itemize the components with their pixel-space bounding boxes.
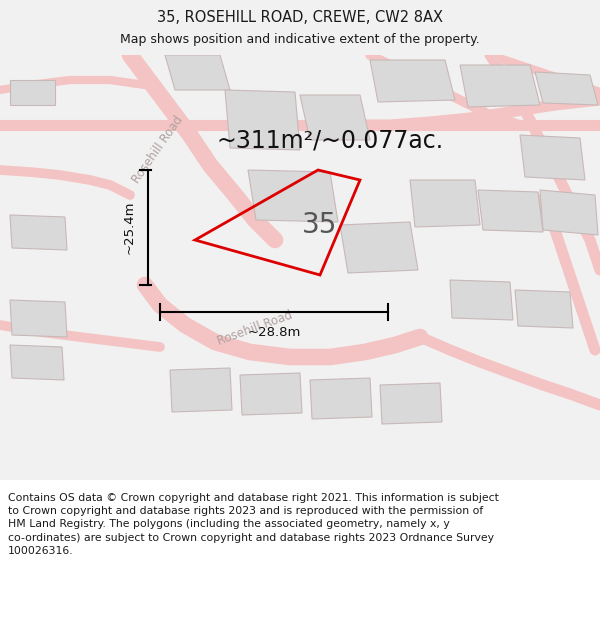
Polygon shape: [165, 55, 230, 90]
Polygon shape: [310, 378, 372, 419]
Polygon shape: [300, 95, 370, 140]
Text: 35, ROSEHILL ROAD, CREWE, CW2 8AX: 35, ROSEHILL ROAD, CREWE, CW2 8AX: [157, 9, 443, 24]
Polygon shape: [225, 90, 300, 150]
Text: Map shows position and indicative extent of the property.: Map shows position and indicative extent…: [120, 32, 480, 46]
Polygon shape: [248, 170, 338, 222]
Polygon shape: [478, 190, 543, 232]
Polygon shape: [535, 72, 598, 105]
Polygon shape: [10, 80, 55, 105]
Polygon shape: [515, 290, 573, 328]
Polygon shape: [10, 300, 67, 337]
Polygon shape: [370, 60, 455, 102]
Polygon shape: [540, 190, 598, 235]
Text: ~311m²/~0.077ac.: ~311m²/~0.077ac.: [217, 128, 443, 152]
Polygon shape: [450, 280, 513, 320]
Polygon shape: [170, 368, 232, 412]
Text: ~28.8m: ~28.8m: [247, 326, 301, 339]
Polygon shape: [460, 65, 540, 107]
Text: Contains OS data © Crown copyright and database right 2021. This information is : Contains OS data © Crown copyright and d…: [8, 493, 499, 556]
Polygon shape: [520, 135, 585, 180]
Text: Rosehill Road: Rosehill Road: [215, 308, 295, 348]
Text: Rosehill Road: Rosehill Road: [130, 114, 186, 186]
Polygon shape: [240, 373, 302, 415]
Polygon shape: [10, 345, 64, 380]
Polygon shape: [380, 383, 442, 424]
Text: 35: 35: [302, 211, 338, 239]
Text: ~25.4m: ~25.4m: [123, 201, 136, 254]
Polygon shape: [410, 180, 480, 227]
Polygon shape: [340, 222, 418, 273]
Polygon shape: [10, 215, 67, 250]
